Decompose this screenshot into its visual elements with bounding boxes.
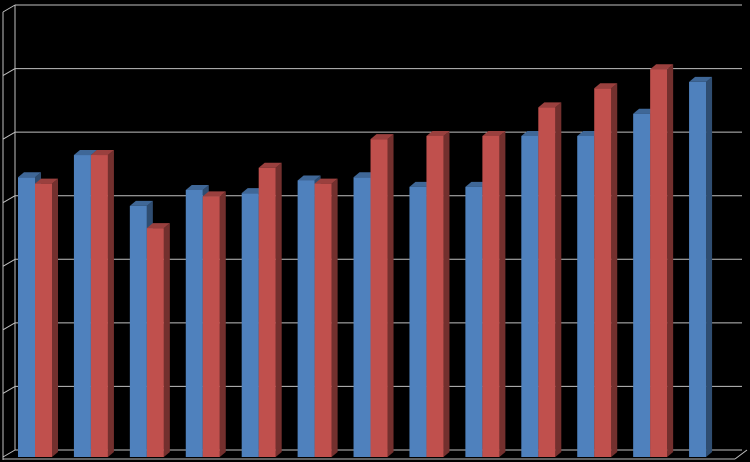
bar-top: [297, 175, 321, 181]
bar: [297, 180, 315, 457]
bar-top: [73, 150, 97, 156]
bar-side: [499, 130, 506, 457]
grid-line-side: [2, 385, 16, 394]
bar: [73, 155, 91, 458]
bar: [314, 183, 332, 457]
grid-line-side: [2, 258, 16, 267]
bar-side: [275, 162, 282, 457]
bar-top: [538, 102, 562, 108]
bar: [538, 107, 556, 457]
bar-top: [185, 185, 209, 190]
bar-top: [35, 178, 58, 184]
bar: [90, 155, 108, 458]
bar-side: [443, 130, 450, 457]
bar-side: [611, 83, 618, 458]
bar-top: [426, 130, 450, 136]
bar-top: [594, 83, 618, 89]
bar-side: [52, 178, 58, 457]
bar-top: [18, 172, 41, 178]
bar: [146, 228, 164, 457]
bar-side: [387, 134, 394, 457]
bar-top: [202, 191, 226, 197]
bar-side: [331, 178, 338, 457]
bar-side: [219, 191, 226, 457]
bar-top: [314, 178, 338, 184]
bar: [633, 113, 651, 457]
bar: [521, 135, 539, 457]
bar: [241, 193, 259, 457]
grid-line-side: [2, 322, 16, 331]
bar-top: [258, 162, 282, 168]
bar: [482, 135, 500, 457]
bar: [577, 135, 595, 457]
bar-top: [370, 134, 394, 140]
bar-side: [107, 150, 114, 458]
grid-line-side: [2, 4, 16, 13]
bar-side: [706, 76, 713, 457]
bar: [594, 88, 612, 458]
bar: [185, 190, 203, 457]
bar: [465, 186, 483, 458]
bar-side: [163, 223, 170, 457]
grid-line-side: [2, 449, 16, 458]
bar: [650, 69, 668, 457]
bar-top: [90, 150, 114, 156]
bar: [258, 167, 276, 457]
bar: [35, 183, 52, 457]
bar: [353, 177, 371, 458]
floor-edge: [734, 449, 748, 460]
bar-side: [555, 102, 562, 457]
bar: [129, 205, 147, 457]
bar-top: [650, 64, 674, 70]
bar: [426, 135, 444, 457]
bar: [689, 81, 707, 457]
bar: [409, 186, 427, 458]
bar-top: [482, 130, 506, 136]
bar: [370, 139, 388, 457]
bar-top: [129, 200, 153, 206]
grid-line-side: [2, 131, 16, 140]
bar: [202, 196, 220, 457]
grid-line-side: [2, 195, 16, 204]
bar-side: [667, 64, 674, 457]
bar: [18, 177, 35, 458]
grid-line-side: [2, 68, 16, 77]
bar-top: [146, 223, 170, 229]
bar-top: [689, 76, 713, 82]
